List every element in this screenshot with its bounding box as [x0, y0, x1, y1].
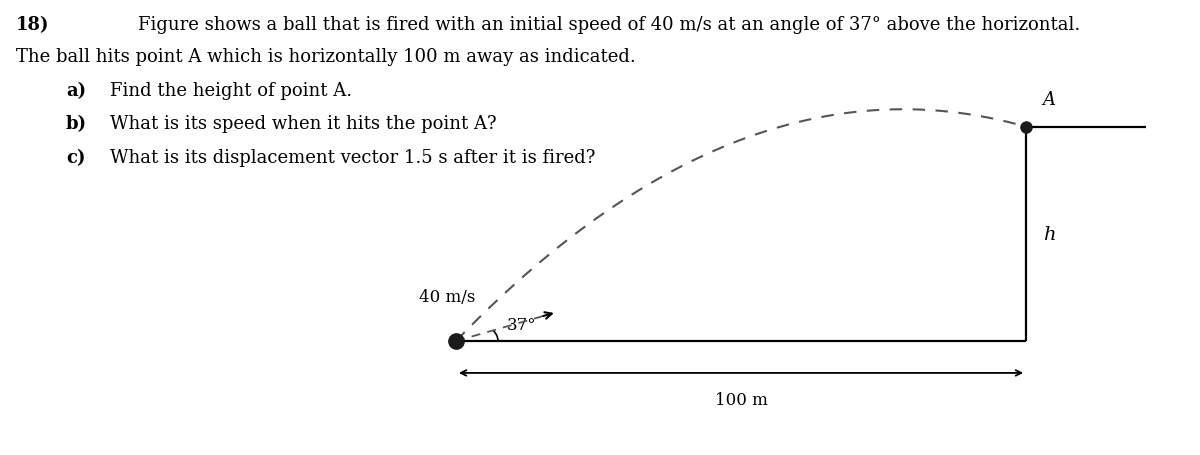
Text: Find the height of point A.: Find the height of point A.	[110, 82, 353, 100]
Text: b): b)	[66, 115, 88, 133]
Text: What is its displacement vector 1.5 s after it is fired?: What is its displacement vector 1.5 s af…	[110, 148, 595, 166]
Text: The ball hits point A which is horizontally 100 m away as indicated.: The ball hits point A which is horizonta…	[16, 48, 635, 66]
Text: Figure shows a ball that is fired with an initial speed of 40 m/s at an angle of: Figure shows a ball that is fired with a…	[138, 16, 1080, 34]
Text: h: h	[1043, 225, 1055, 243]
Text: 37°: 37°	[506, 316, 536, 333]
Text: A: A	[1043, 91, 1056, 109]
Text: 100 m: 100 m	[714, 391, 768, 408]
Text: a): a)	[66, 82, 86, 100]
Text: 18): 18)	[16, 16, 49, 34]
Text: c): c)	[66, 148, 85, 166]
Text: 40 m/s: 40 m/s	[419, 289, 475, 306]
Text: What is its speed when it hits the point A?: What is its speed when it hits the point…	[110, 115, 497, 133]
